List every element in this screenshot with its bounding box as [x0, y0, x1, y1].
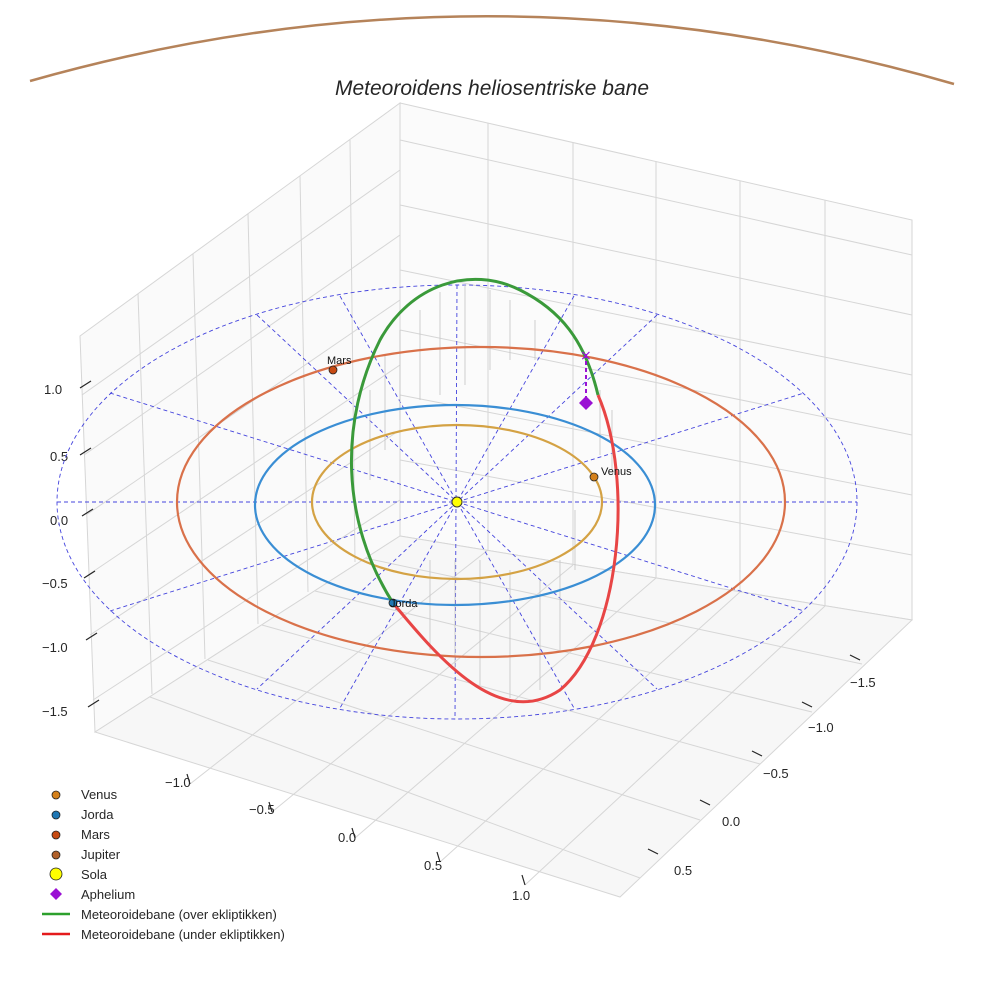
- legend-item: Mars: [51, 827, 110, 842]
- aphelium-marker: [579, 396, 593, 410]
- jupiter-orbit: [29, 15, 955, 86]
- z-tick-label: 1.0: [44, 382, 62, 397]
- legend-item: Sola: [49, 867, 108, 882]
- z-tick-label: −1.0: [42, 640, 68, 655]
- legend-item: Meteoroidebane (over ekliptikken): [42, 907, 277, 922]
- legend-label: Mars: [81, 827, 110, 842]
- legend-item: Meteoroidebane (under ekliptikken): [42, 927, 285, 942]
- legend-jorda-swatch: [51, 810, 61, 820]
- legend-jupiter-swatch: [51, 850, 61, 860]
- y-tick-label: −0.5: [763, 766, 789, 781]
- earth-label: Jorda: [390, 598, 418, 610]
- ecliptic-spoke: [339, 295, 575, 709]
- legend-label: Meteoroidebane (over ekliptikken): [81, 907, 277, 922]
- legend-label: Sola: [81, 867, 108, 882]
- legend-item: Venus: [51, 787, 118, 802]
- y-tick-label: −1.0: [808, 720, 834, 735]
- ecliptic-spoke: [339, 295, 575, 709]
- venus-orbit: [310, 423, 604, 581]
- legend-label: Jorda: [81, 807, 114, 822]
- meteoroid-orbit-below: [391, 394, 620, 704]
- x-tick-label: −1.0: [165, 775, 191, 790]
- x-tick-label: −0.5: [249, 802, 275, 817]
- x-tick-label: 0.0: [338, 830, 356, 845]
- y-axis-labels: −1.5 −1.0 −0.5 0.0 0.5: [674, 675, 876, 878]
- ecliptic-spoke: [109, 392, 805, 612]
- z-tick-label: 0.5: [50, 449, 68, 464]
- legend-label: Venus: [81, 787, 118, 802]
- y-tick-label: −1.5: [850, 675, 876, 690]
- axis-ticks: [79, 380, 861, 886]
- legend-sola-swatch: [49, 867, 63, 881]
- mars-orbit: [175, 345, 787, 659]
- ecliptic-spoke: [109, 392, 805, 612]
- x-axis-labels: −1.0 −0.5 0.0 0.5 1.0: [165, 775, 530, 903]
- y-tick-label: 0.5: [674, 863, 692, 878]
- z-tick-label: −1.5: [42, 704, 68, 719]
- x-tick-label: 0.5: [424, 858, 442, 873]
- z-tick-label: −0.5: [42, 576, 68, 591]
- legend-venus-swatch: [51, 790, 61, 800]
- legend-aphelium-swatch: [50, 888, 62, 900]
- venus-label: Venus: [601, 466, 632, 478]
- legend-mars-swatch: [51, 830, 61, 840]
- legend-label: Aphelium: [81, 887, 135, 902]
- chart-title: Meteoroidens heliosentriske bane: [335, 77, 649, 100]
- earth-orbit: [253, 403, 657, 607]
- sun-marker: [451, 496, 463, 508]
- legend: Venus Jorda Mars Jupiter Sola Aphelium M…: [42, 787, 285, 942]
- z-axis-labels: 1.0 0.5 0.0 −0.5 −1.0 −1.5: [42, 382, 68, 719]
- planet-orbits: [175, 345, 787, 659]
- z-tick-label: 0.0: [50, 513, 68, 528]
- mars-marker: [328, 365, 338, 375]
- legend-item: Jorda: [51, 807, 114, 822]
- earth-marker: [388, 598, 398, 608]
- venus-marker: [589, 472, 599, 482]
- mars-label: Mars: [327, 355, 352, 367]
- legend-item: Jupiter: [51, 847, 121, 862]
- projection-lines: [369, 285, 613, 698]
- y-tick-label: 0.0: [722, 814, 740, 829]
- legend-label: Jupiter: [81, 847, 121, 862]
- aphelium-projection-marker: ×: [580, 348, 592, 364]
- x-tick-label: 1.0: [512, 888, 530, 903]
- legend-label: Meteoroidebane (under ekliptikken): [81, 927, 285, 942]
- meteoroid-orbit-above: [349, 277, 600, 604]
- legend-item: Aphelium: [50, 887, 135, 902]
